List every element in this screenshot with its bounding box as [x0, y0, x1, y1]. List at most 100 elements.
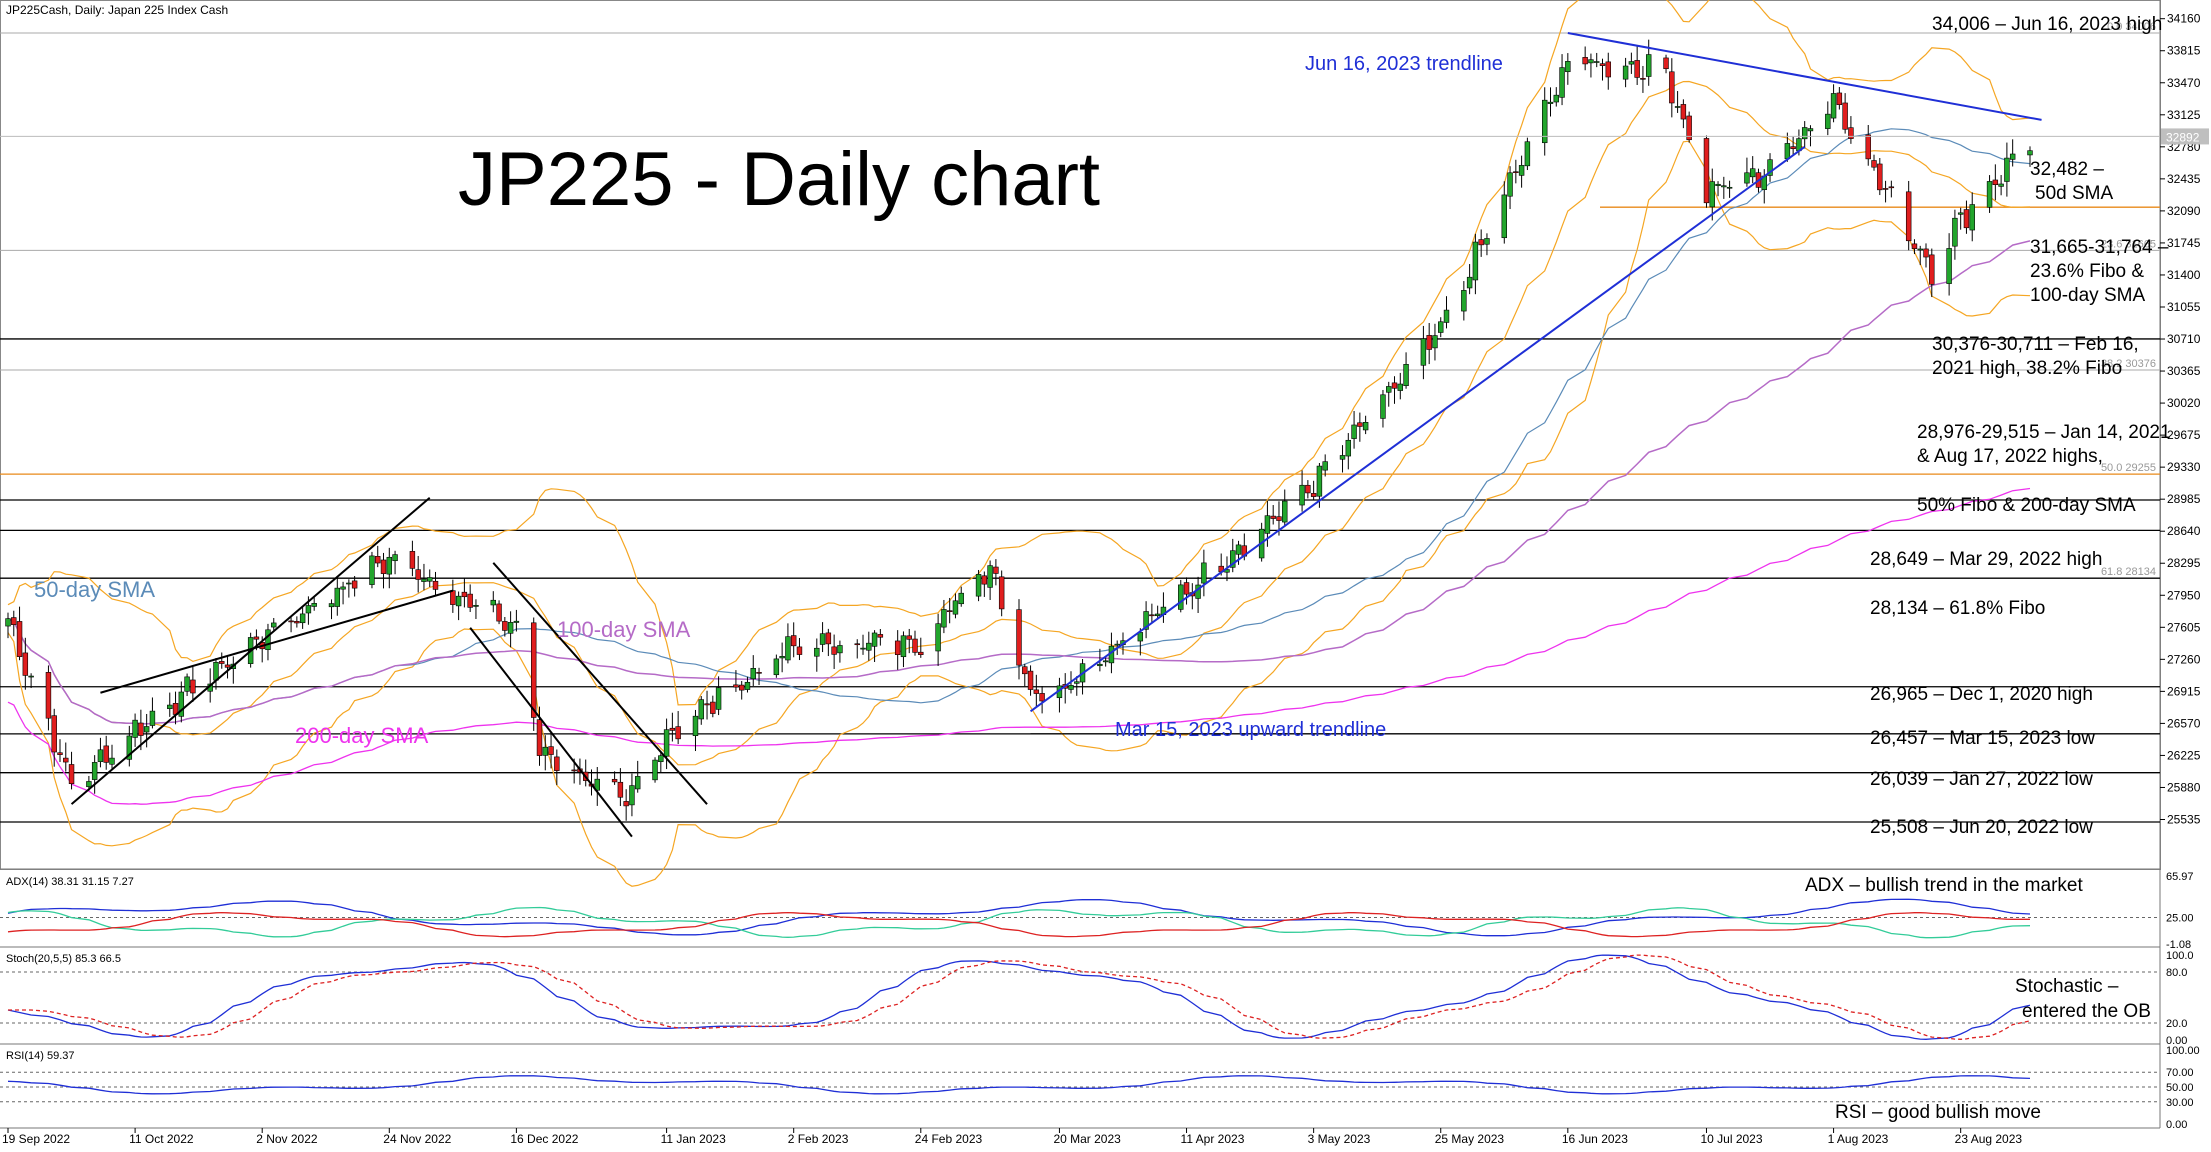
candle-body	[1339, 455, 1346, 460]
y-tick-label: 32090	[2167, 204, 2201, 218]
y-tick-label: 30365	[2167, 364, 2201, 378]
candle-body	[675, 726, 681, 740]
trendline	[70, 497, 431, 805]
candle-body	[825, 632, 832, 645]
candle-body	[346, 582, 352, 585]
candle-body	[1749, 168, 1756, 178]
candle-body	[1957, 212, 1964, 215]
candle-body	[1391, 382, 1398, 389]
candle-body	[1767, 159, 1773, 176]
stoch-note: Stochastic –	[2015, 976, 2119, 997]
y-tick-label: 33815	[2167, 44, 2201, 58]
annot-jan14: & Aug 17, 2022 highs,	[1917, 446, 2103, 467]
trendline	[100, 589, 454, 694]
candle-body	[1310, 493, 1317, 497]
candle-body	[178, 691, 185, 717]
x-tick-label: 24 Nov 2022	[383, 1132, 451, 1146]
x-tick-label: 2 Feb 2023	[788, 1132, 849, 1146]
candle-body	[779, 656, 785, 659]
candle-body	[912, 638, 918, 653]
candle-body	[5, 618, 11, 627]
annot-jan27: 26,039 – Jan 27, 2022 low	[1870, 769, 2093, 790]
candle-body	[1033, 689, 1040, 694]
y-tick-label: 30710	[2167, 332, 2201, 346]
candle-body	[733, 684, 739, 688]
x-tick-label: 2 Nov 2022	[256, 1132, 318, 1146]
candle-body	[1472, 241, 1479, 281]
candle-body	[421, 578, 427, 582]
y-tick-label: 27605	[2167, 620, 2201, 634]
annot-jun20: 25,508 – Jun 20, 2022 low	[1870, 817, 2093, 838]
candle-body	[51, 715, 57, 753]
candle-body	[126, 735, 133, 760]
candle-body	[1663, 57, 1669, 70]
candle-body	[1969, 204, 1975, 231]
trendlines	[70, 32, 2160, 838]
adx-plus-line	[7, 906, 2031, 939]
candle-body	[1270, 515, 1276, 519]
candle-body	[1726, 186, 1733, 189]
candle-body	[531, 622, 537, 718]
y-tick-label: 33470	[2167, 76, 2201, 90]
candle-body	[1542, 99, 1548, 144]
y-tick-label: 27950	[2167, 588, 2201, 602]
y-tick-label: 30020	[2167, 396, 2201, 410]
candle-body	[554, 756, 560, 771]
candle-body	[294, 621, 300, 624]
y-tick-label: 33125	[2167, 108, 2201, 122]
candle-body	[1074, 681, 1080, 684]
candle-body	[1149, 614, 1155, 617]
candle-body	[837, 645, 843, 654]
annot-jan14: 28,976-29,515 – Jan 14, 2021	[1917, 422, 2171, 443]
candle-body	[380, 559, 387, 574]
candle-body	[288, 620, 294, 623]
candle-body	[2004, 157, 2010, 182]
candle-body	[611, 778, 618, 783]
candle-body	[952, 600, 959, 615]
candle-body	[1068, 685, 1074, 690]
rsi-tick: 70.00	[2166, 1067, 2194, 1079]
candle-body	[473, 604, 479, 607]
candle-body	[773, 658, 780, 676]
adx-tick: 25.00	[2166, 913, 2194, 925]
y-tick-label: 31745	[2167, 236, 2201, 250]
candle-body	[790, 635, 797, 647]
candle-body	[253, 636, 260, 640]
candle-body	[1992, 179, 1999, 185]
candle-body	[854, 643, 860, 646]
candle-body	[496, 603, 502, 622]
candle-body	[513, 620, 520, 623]
candle-body	[1721, 185, 1727, 188]
candle-body	[710, 701, 716, 714]
fibo-tag: 50.0 29255	[2101, 462, 2156, 474]
candle-body	[1264, 515, 1271, 534]
candle-body	[1825, 113, 1831, 129]
x-tick-label: 10 Jul 2023	[1700, 1132, 1762, 1146]
candle-body	[1593, 61, 1600, 63]
x-tick-label: 16 Jun 2023	[1562, 1132, 1628, 1146]
annot-mar15-low: 26,457 – Mar 15, 2023 low	[1870, 728, 2095, 749]
candle-body	[987, 565, 993, 588]
candle-body	[305, 605, 312, 614]
candle-body	[1022, 666, 1028, 675]
y-tick-label: 29675	[2167, 428, 2201, 442]
candle-body	[1952, 217, 1958, 247]
y-tick-label: 26225	[2167, 748, 2201, 762]
candle-body	[1888, 186, 1895, 189]
candle-body	[1478, 239, 1484, 246]
candle-body	[57, 752, 63, 755]
candle-body	[1784, 143, 1791, 160]
candle-body	[1276, 516, 1282, 521]
annot-mar29: 28,649 – Mar 29, 2022 high	[1870, 549, 2102, 570]
candle-body	[1634, 60, 1640, 78]
y-tick-label: 26915	[2167, 684, 2201, 698]
annot-sma200-label: 200-day SMA	[295, 723, 429, 748]
annot-50fibo: 50% Fibo & 200-day SMA	[1917, 495, 2136, 516]
candle-body	[86, 781, 92, 788]
x-tick-label: 11 Oct 2022	[129, 1132, 194, 1146]
candle-body	[334, 587, 341, 607]
candle-body	[1905, 191, 1912, 242]
candle-body	[629, 785, 635, 806]
candle-body	[819, 633, 826, 645]
